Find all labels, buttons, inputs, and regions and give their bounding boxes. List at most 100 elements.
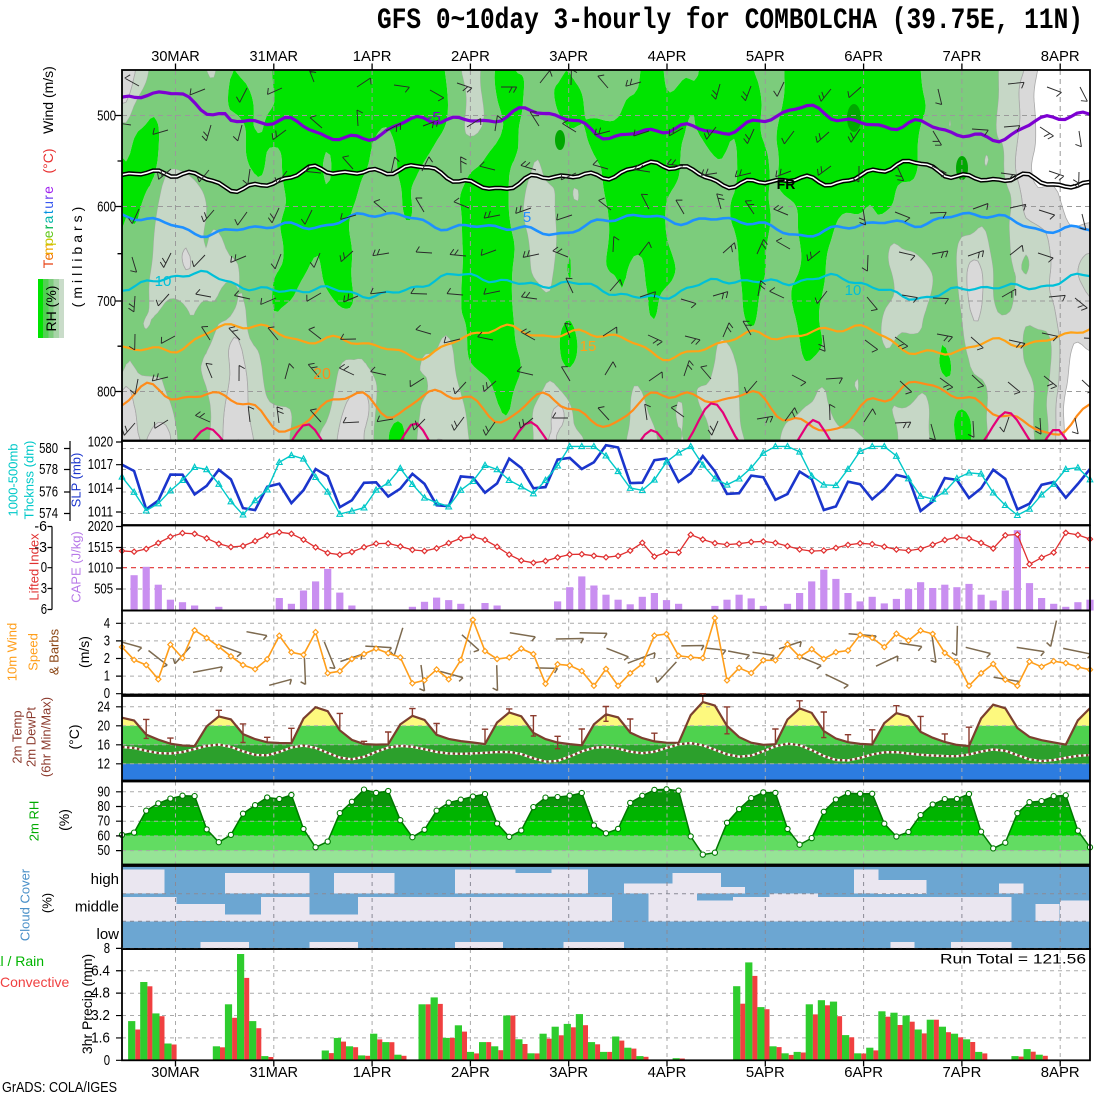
svg-text:r: r: [40, 195, 56, 200]
svg-text:1APR: 1APR: [353, 1064, 392, 1081]
svg-text:r: r: [40, 224, 56, 229]
svg-text:1515: 1515: [88, 539, 113, 556]
svg-text:0: 0: [41, 559, 47, 576]
svg-text:1014: 1014: [88, 480, 113, 497]
svg-text:Cloud Cover: Cloud Cover: [18, 868, 33, 941]
svg-text:2APR: 2APR: [451, 1064, 490, 1081]
svg-text:(°C): (°C): [66, 724, 82, 749]
svg-text:4.8: 4.8: [91, 985, 110, 1002]
svg-text:CAPE (J/kg): CAPE (J/kg): [69, 531, 84, 603]
svg-text:(%): (%): [56, 809, 72, 831]
svg-text:6APR: 6APR: [844, 1064, 883, 1081]
svg-text:Speed: Speed: [26, 633, 41, 671]
svg-text:-6: -6: [34, 518, 47, 535]
svg-text:0: 0: [104, 685, 110, 702]
svg-text:16: 16: [97, 736, 110, 753]
svg-text:Thcknss (dm): Thcknss (dm): [22, 441, 37, 520]
svg-text:RH (%): RH (%): [43, 286, 59, 332]
svg-text:p: p: [40, 238, 56, 246]
svg-text:15: 15: [580, 338, 597, 355]
svg-text:600: 600: [97, 199, 116, 216]
svg-text:6.4: 6.4: [91, 962, 110, 979]
svg-text:30MAR: 30MAR: [151, 48, 200, 65]
svg-text:1.6: 1.6: [91, 1029, 110, 1046]
svg-text:T: T: [40, 259, 56, 268]
svg-text:e: e: [40, 230, 56, 238]
svg-text:1011: 1011: [88, 504, 113, 521]
svg-text:0: 0: [104, 1052, 110, 1069]
svg-text:10: 10: [155, 273, 172, 290]
svg-text:80: 80: [97, 798, 110, 815]
svg-text:1020: 1020: [88, 434, 113, 451]
svg-text:3APR: 3APR: [549, 48, 588, 65]
svg-text:Lifted Index: Lifted Index: [27, 533, 42, 601]
svg-text:Total / Rain: Total / Rain: [0, 953, 44, 969]
svg-text:20: 20: [97, 717, 110, 734]
svg-text:Convective: Convective: [0, 974, 69, 990]
svg-text:high: high: [91, 871, 119, 888]
svg-text:(m/s): (m/s): [76, 636, 92, 668]
svg-text:-5: -5: [427, 109, 440, 126]
svg-text:580: 580: [39, 440, 58, 457]
svg-text:t: t: [40, 210, 56, 214]
svg-text:505: 505: [94, 581, 113, 598]
svg-text:2m RH: 2m RH: [27, 801, 42, 841]
svg-text:3.2: 3.2: [91, 1007, 110, 1024]
svg-text:578: 578: [39, 461, 58, 478]
svg-text:2: 2: [104, 650, 110, 667]
svg-text:low: low: [96, 926, 119, 943]
svg-text:3hr Precip (mm): 3hr Precip (mm): [79, 954, 95, 1054]
svg-text:a: a: [40, 215, 56, 223]
svg-text:-3: -3: [34, 539, 47, 556]
svg-text:5APR: 5APR: [746, 48, 785, 65]
svg-text:31MAR: 31MAR: [250, 48, 299, 65]
svg-text:20: 20: [313, 366, 331, 383]
svg-text:(°C): (°C): [40, 148, 56, 173]
svg-text:31MAR: 31MAR: [250, 1064, 299, 1081]
svg-text:GrADS: COLA/IGES: GrADS: COLA/IGES: [2, 1079, 117, 1096]
svg-text:5: 5: [523, 209, 531, 226]
svg-text:3APR: 3APR: [549, 1064, 588, 1081]
svg-text:1: 1: [104, 668, 110, 685]
svg-text:m: m: [40, 243, 56, 255]
svg-text:e: e: [40, 186, 56, 194]
svg-text:2020: 2020: [88, 518, 113, 535]
svg-text:e: e: [40, 252, 56, 260]
svg-text:50: 50: [97, 842, 110, 859]
svg-text:500: 500: [97, 108, 116, 125]
svg-text:8APR: 8APR: [1041, 48, 1080, 65]
svg-text:7APR: 7APR: [943, 48, 982, 65]
svg-text:10m Wind: 10m Wind: [5, 623, 20, 682]
svg-text:90: 90: [97, 783, 110, 800]
svg-text:2APR: 2APR: [451, 48, 490, 65]
svg-text:576: 576: [39, 484, 58, 501]
svg-text:1010: 1010: [88, 560, 113, 577]
svg-text:30MAR: 30MAR: [151, 1064, 200, 1081]
svg-text:8APR: 8APR: [1041, 1064, 1080, 1081]
svg-text:& Barbs: & Barbs: [47, 628, 62, 675]
svg-text:(millibars): (millibars): [69, 203, 85, 308]
svg-text:(%): (%): [40, 893, 55, 913]
svg-text:2m DewPt: 2m DewPt: [24, 707, 39, 767]
svg-text:1017: 1017: [88, 456, 113, 473]
svg-text:12: 12: [97, 755, 110, 772]
svg-text:6APR: 6APR: [844, 48, 883, 65]
svg-text:4: 4: [104, 615, 110, 632]
svg-text:u: u: [40, 201, 56, 209]
svg-text:24: 24: [97, 698, 110, 715]
svg-text:GFS 0~10day 3-hourly for COMBO: GFS 0~10day 3-hourly for COMBOLCHA (39.7…: [377, 4, 1083, 38]
svg-text:FR: FR: [777, 176, 796, 192]
svg-text:Wind (m/s): Wind (m/s): [40, 66, 56, 134]
svg-text:800: 800: [97, 384, 116, 401]
svg-text:70: 70: [97, 813, 110, 830]
svg-text:1000-500mb: 1000-500mb: [6, 444, 21, 517]
svg-text:Run Total = 121.56: Run Total = 121.56: [940, 951, 1086, 967]
svg-text:1APR: 1APR: [353, 48, 392, 65]
svg-text:7APR: 7APR: [943, 1064, 982, 1081]
svg-text:574: 574: [39, 505, 58, 522]
svg-text:6: 6: [41, 601, 47, 618]
svg-text:60: 60: [97, 827, 110, 844]
svg-text:5APR: 5APR: [746, 1064, 785, 1081]
svg-text:4APR: 4APR: [648, 48, 687, 65]
svg-text:3: 3: [41, 580, 47, 597]
